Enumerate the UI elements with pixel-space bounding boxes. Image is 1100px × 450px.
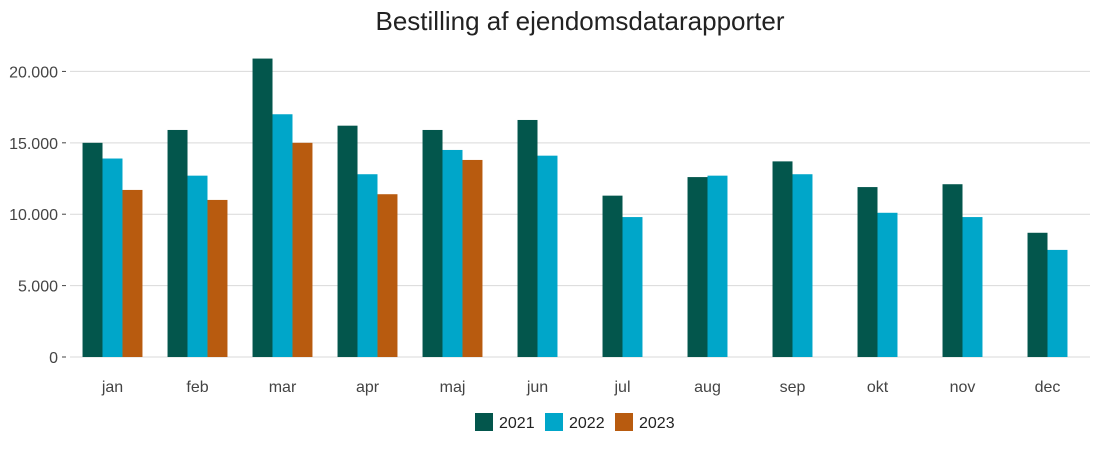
bar-2021-apr bbox=[337, 125, 358, 357]
bar-2022-dec bbox=[1047, 249, 1068, 357]
bar-2021-okt bbox=[857, 187, 878, 357]
gridlines bbox=[70, 70, 1090, 358]
bar-2022-feb bbox=[187, 175, 208, 357]
bar-2022-jun bbox=[537, 155, 558, 357]
legend-swatch bbox=[545, 413, 563, 431]
bar-2022-nov bbox=[962, 217, 983, 357]
legend-label: 2023 bbox=[639, 415, 675, 432]
bars bbox=[82, 58, 1068, 358]
bar-2022-apr bbox=[357, 174, 378, 357]
bar-2021-nov bbox=[942, 184, 963, 357]
bar-2023-maj bbox=[462, 159, 483, 357]
x-axis-ticks: jan feb mar apr maj jun jul aug sep okt nov dec bbox=[101, 379, 1061, 396]
bar-2022-sep bbox=[792, 174, 813, 357]
legend-swatch bbox=[475, 413, 493, 431]
bar-2022-maj bbox=[442, 149, 463, 357]
y-axis-ticks: 0 5.000 10.000 15.000 20.000 bbox=[9, 64, 66, 367]
bar-2021-aug bbox=[687, 177, 708, 357]
bar-2021-jul bbox=[602, 195, 623, 357]
bar-2023-jan bbox=[122, 189, 143, 357]
bar-2022-aug bbox=[707, 175, 728, 357]
chart-title: Bestilling af ejendomsdatarapporter bbox=[375, 6, 784, 36]
legend-swatch bbox=[615, 413, 633, 431]
bar-2021-maj bbox=[422, 129, 443, 357]
y-tick-label: 0 bbox=[49, 350, 58, 367]
x-tick-label: jun bbox=[526, 379, 548, 396]
bar-2021-feb bbox=[167, 129, 188, 357]
x-tick-label: sep bbox=[780, 379, 806, 396]
y-tick-label: 15.000 bbox=[9, 136, 58, 153]
x-tick-label: feb bbox=[186, 379, 208, 396]
bar-2023-feb bbox=[207, 199, 228, 357]
legend-label: 2022 bbox=[569, 415, 605, 432]
x-tick-label: aug bbox=[694, 379, 721, 396]
x-tick-label: jan bbox=[101, 379, 123, 396]
bar-2022-mar bbox=[272, 114, 293, 357]
x-tick-label: dec bbox=[1035, 379, 1061, 396]
bar-2021-jan bbox=[82, 142, 103, 357]
x-tick-label: apr bbox=[356, 379, 380, 396]
bar-2022-jan bbox=[102, 158, 123, 357]
bar-2023-apr bbox=[377, 194, 398, 357]
bar-2022-jul bbox=[622, 217, 643, 357]
y-tick-label: 20.000 bbox=[9, 64, 58, 81]
bar-2023-mar bbox=[292, 142, 313, 357]
x-tick-label: mar bbox=[269, 379, 297, 396]
legend: 2021 2022 2023 bbox=[475, 413, 675, 432]
bar-2022-okt bbox=[877, 212, 898, 357]
bar-2021-jun bbox=[517, 119, 538, 358]
bar-2021-dec bbox=[1027, 232, 1048, 357]
x-tick-label: jul bbox=[613, 379, 630, 396]
x-tick-label: maj bbox=[440, 379, 466, 396]
y-tick-label: 5.000 bbox=[18, 279, 58, 296]
legend-label: 2021 bbox=[499, 415, 535, 432]
x-tick-label: okt bbox=[867, 379, 889, 396]
x-tick-label: nov bbox=[950, 379, 976, 396]
bar-2021-sep bbox=[772, 161, 793, 357]
bar-2021-mar bbox=[252, 58, 273, 357]
y-tick-label: 10.000 bbox=[9, 207, 58, 224]
